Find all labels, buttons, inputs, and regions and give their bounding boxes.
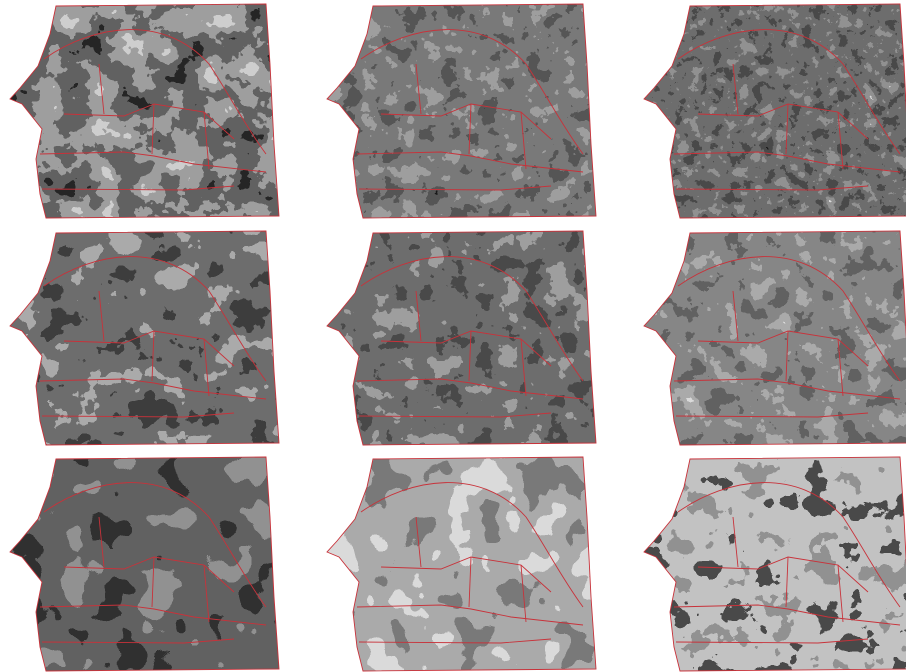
map-panel [643,456,906,672]
map-panel [643,230,906,446]
map-panel [326,3,597,219]
map-panel [9,456,280,672]
map-panel [643,3,906,219]
map-panel [326,230,597,446]
map-panel [9,230,280,446]
map-panel [326,456,597,672]
map-panel [9,3,280,219]
